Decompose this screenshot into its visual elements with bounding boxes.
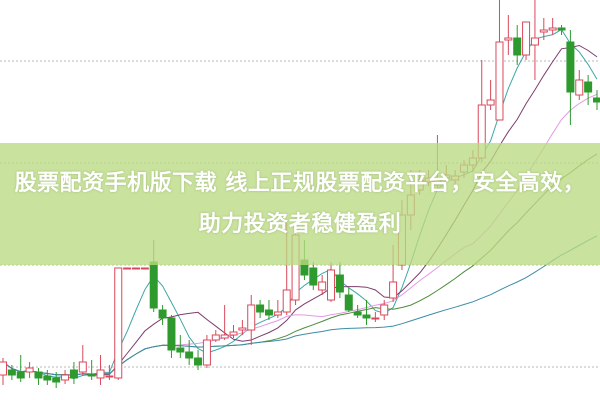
candle-down bbox=[335, 274, 344, 293]
candle-up bbox=[140, 267, 149, 270]
candle-up bbox=[131, 267, 140, 270]
candle-down bbox=[16, 371, 25, 379]
candle-up bbox=[273, 311, 282, 316]
candle-down bbox=[158, 309, 167, 319]
candle-up bbox=[229, 331, 238, 336]
candle-up bbox=[78, 361, 87, 373]
candle-down bbox=[593, 97, 600, 103]
candle-down bbox=[194, 357, 203, 366]
candle-down bbox=[7, 369, 16, 376]
candle-up bbox=[25, 367, 34, 373]
candle-down bbox=[256, 304, 265, 313]
candle-up bbox=[220, 334, 229, 339]
candle-down bbox=[69, 369, 78, 379]
candle-down bbox=[566, 41, 575, 93]
candle-up bbox=[211, 334, 220, 341]
candle-down bbox=[309, 267, 318, 286]
candle-down bbox=[513, 37, 522, 56]
candle-up bbox=[61, 374, 70, 381]
candle-up bbox=[380, 304, 389, 316]
candle-down bbox=[34, 371, 43, 379]
candle-up bbox=[0, 361, 7, 376]
candle-up bbox=[105, 375, 114, 378]
candle-up bbox=[318, 281, 327, 291]
candle-up bbox=[247, 304, 256, 331]
candle-down bbox=[87, 373, 96, 377]
candle-up bbox=[495, 41, 504, 121]
candle-up bbox=[389, 281, 398, 299]
candle-up bbox=[327, 269, 336, 301]
candle-up bbox=[530, 37, 539, 46]
banner-title: 股票配资手机版下载 线上正规股票配资平台，安全高效，助力投资者稳健盈利 bbox=[14, 171, 586, 237]
candle-up bbox=[96, 369, 105, 379]
candle-up bbox=[202, 339, 211, 366]
candle-down bbox=[185, 351, 194, 359]
candle-up bbox=[486, 99, 495, 106]
candle-up bbox=[371, 317, 380, 320]
candle-down bbox=[52, 377, 61, 383]
candle-down bbox=[584, 81, 593, 93]
candle-up bbox=[282, 289, 291, 313]
candle-down bbox=[167, 317, 176, 351]
candle-down bbox=[344, 294, 353, 311]
candle-up bbox=[504, 37, 513, 41]
candle-up bbox=[123, 267, 132, 270]
candle-up bbox=[238, 327, 247, 331]
candle-up bbox=[114, 267, 123, 379]
candle-down bbox=[149, 261, 158, 309]
candle-up bbox=[539, 29, 548, 33]
candle-down bbox=[557, 27, 566, 31]
candle-up bbox=[522, 21, 531, 56]
title-banner: 股票配资手机版下载 线上正规股票配资平台，安全高效，助力投资者稳健盈利 bbox=[0, 143, 600, 265]
candle-down bbox=[362, 314, 371, 319]
candle-up bbox=[548, 27, 557, 31]
candle-down bbox=[43, 375, 52, 381]
candle-down bbox=[176, 347, 185, 353]
candle-up bbox=[575, 79, 584, 96]
candle-down bbox=[264, 309, 273, 316]
candle-down bbox=[353, 311, 362, 316]
